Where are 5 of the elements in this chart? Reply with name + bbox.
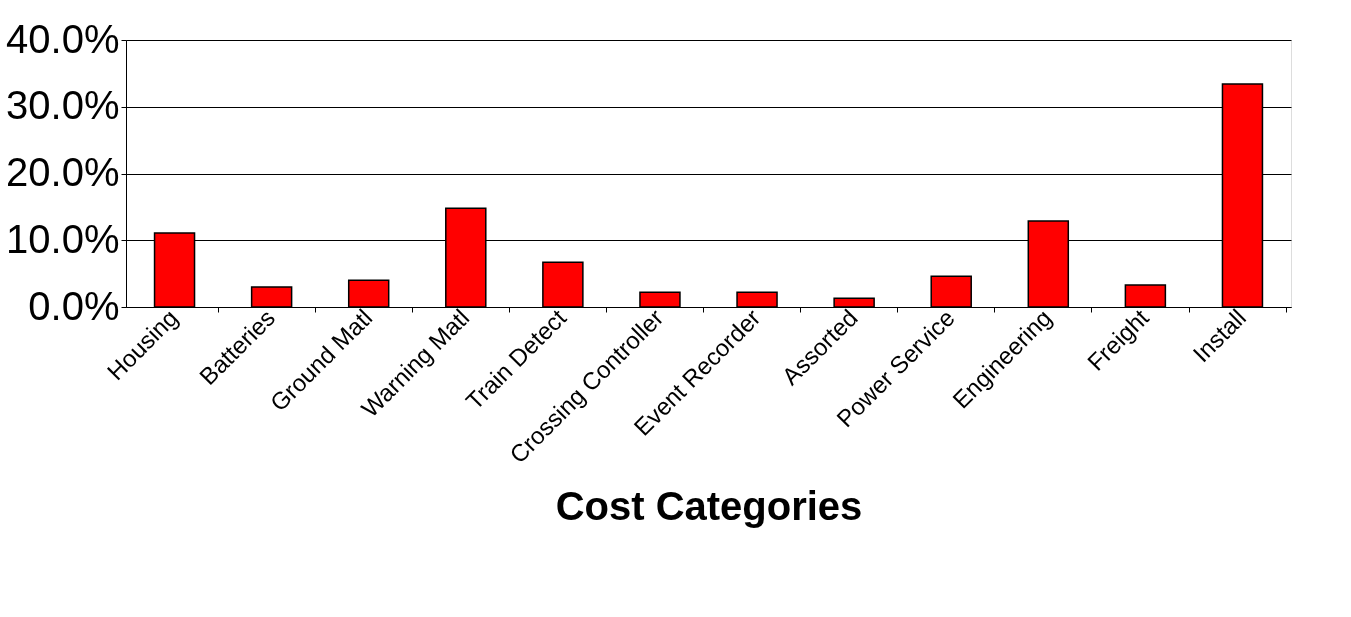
y-tick-label: 10.0% (6, 216, 120, 261)
y-tick-label: 30.0% (6, 83, 120, 128)
y-tick-label: 40.0% (6, 16, 120, 61)
x-axis-title: Cost Categories (555, 484, 863, 529)
y-tick-label: 20.0% (6, 150, 120, 194)
